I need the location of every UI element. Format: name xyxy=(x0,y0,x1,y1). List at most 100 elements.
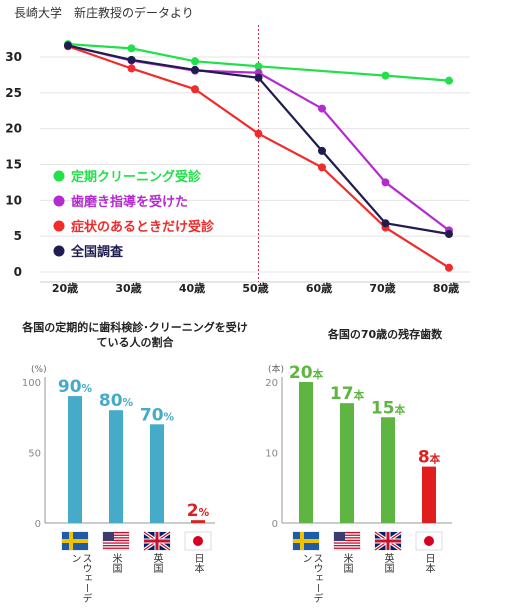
flag-canton xyxy=(334,532,345,541)
flag-sun xyxy=(193,536,203,546)
flag-stripe xyxy=(103,545,129,547)
bar-chart-1-bar xyxy=(150,424,164,523)
flag-stripe xyxy=(103,547,129,549)
bar-chart-1-value-label: 70% xyxy=(140,405,175,425)
bar-chart-1-value-label: 2% xyxy=(187,501,210,521)
bar-chart-1-value-label: 90% xyxy=(58,377,93,397)
flag-stripe xyxy=(103,532,129,534)
legend-marker-4 xyxy=(53,245,65,257)
bar-chart-1-bar xyxy=(68,396,82,523)
bar-chart-1-bar xyxy=(191,520,205,523)
flag-stripe xyxy=(334,545,360,547)
flag-stripe xyxy=(103,534,129,536)
bar-chart-2-value-label: 20本 xyxy=(289,363,324,383)
value-unit: 本 xyxy=(394,403,406,416)
bar-chart-2-category-label: 米国 xyxy=(341,553,352,573)
bar-chart-2-y-tick: 20 xyxy=(265,378,278,389)
bar-chart-2-bar xyxy=(381,417,395,523)
bar-chart-2-flag-japan-flag-icon xyxy=(415,531,443,551)
flag-stripe xyxy=(334,539,360,542)
bar-chart-2-y-tick: 0 xyxy=(272,519,278,530)
flag-stripe xyxy=(103,537,129,539)
bar-chart-2-y-tick: 10 xyxy=(265,449,278,460)
flag-cross-h xyxy=(293,539,319,543)
line-chart-y-tick: 25 xyxy=(5,86,22,100)
bar-chart-2-flag-usa-flag-icon xyxy=(333,531,361,551)
bar-chart-1-category-label: スウェーデン xyxy=(69,553,91,603)
line-series-3-point xyxy=(318,163,326,172)
line-series-1-point xyxy=(127,44,136,53)
value-number: 20 xyxy=(289,363,313,383)
bar-chart-1-y-tick: 50 xyxy=(28,449,41,460)
bar-chart-1-y-tick: 100 xyxy=(22,378,41,389)
bar-chart-1-category-label: 英国 xyxy=(151,553,162,573)
flag-stripe xyxy=(334,537,360,539)
bar-chart-2-category-label: 日本 xyxy=(423,553,434,573)
line-chart-x-tick: 70歳 xyxy=(369,281,395,295)
line-chart-y-tick: 30 xyxy=(5,50,22,64)
line-chart-y-tick: 15 xyxy=(5,158,22,172)
line-chart-x-tick: 50歳 xyxy=(242,281,268,295)
line-series-3-point xyxy=(254,129,263,138)
flag-cross-h-red xyxy=(375,539,401,543)
value-number: 15 xyxy=(371,398,395,418)
bar-chart-1-category-label: 米国 xyxy=(110,553,121,573)
line-series-4-point xyxy=(191,65,199,74)
legend-label-4: 全国調査 xyxy=(70,244,124,260)
source-note: 長崎大学 新庄教授のデータより xyxy=(14,6,194,20)
flag-stripe xyxy=(334,534,360,536)
line-series-1-point xyxy=(254,62,263,71)
bar-chart-1-bar xyxy=(109,410,123,523)
line-chart-y-tick: 10 xyxy=(5,193,22,207)
line-chart-y-tick: 20 xyxy=(5,122,22,136)
line-series-3-point xyxy=(445,263,453,272)
legend-marker-2 xyxy=(53,195,65,207)
flag-cross-h-red xyxy=(144,539,170,543)
flag-stripe xyxy=(334,532,360,534)
flag-stripe xyxy=(103,542,129,544)
bar-chart-2-title: 各国の70歳の残存歯数 xyxy=(327,328,443,341)
bar-chart-1-value-label: 80% xyxy=(99,391,134,411)
bar-chart-2-bar xyxy=(340,403,354,523)
bar-chart-1-flag-usa-flag-icon xyxy=(102,531,130,551)
bar-chart-2-category-label: スウェーデン xyxy=(300,553,322,603)
flag-stripe xyxy=(334,542,360,544)
flag-sun xyxy=(424,536,434,546)
line-series-1-point xyxy=(381,71,390,80)
line-chart-x-tick: 60歳 xyxy=(306,281,332,295)
bar-chart-2-value-label: 8本 xyxy=(418,448,441,468)
value-unit: 本 xyxy=(429,453,441,466)
bar-chart-2-flag-sweden-flag-icon xyxy=(292,531,320,551)
line-series-4-point xyxy=(254,73,263,82)
bar-chart-2-bar xyxy=(299,382,313,523)
bar-chart-2-value-label: 15本 xyxy=(371,398,406,418)
bar-chart-1-category-label: 日本 xyxy=(192,553,203,573)
bar-chart-2-bar xyxy=(422,466,436,523)
value-unit: % xyxy=(199,507,210,519)
bar-chart-1-unit-label: (%) xyxy=(31,365,47,375)
bar-chart-2-category-label: 英国 xyxy=(382,553,393,573)
bar-chart-1-y-tick: 0 xyxy=(35,519,41,530)
legend-label-2: 歯磨き指導を受けた xyxy=(71,194,188,210)
value-number: 17 xyxy=(330,384,354,404)
value-unit: % xyxy=(123,397,134,409)
line-series-1-point xyxy=(445,76,453,85)
legend-marker-1 xyxy=(53,170,65,182)
legend-label-3: 症状のあるときだけ受診 xyxy=(71,219,215,235)
line-series-4-point xyxy=(445,230,453,239)
line-chart-x-tick: 80歳 xyxy=(433,281,459,295)
line-chart-y-tick: 5 xyxy=(14,229,22,243)
line-chart-x-tick: 30歳 xyxy=(115,281,141,295)
line-chart-x-tick: 20歳 xyxy=(52,281,78,295)
value-unit: 本 xyxy=(353,389,365,402)
line-chart-y-tick: 0 xyxy=(14,265,22,279)
line-series-4-point xyxy=(318,146,326,155)
value-unit: 本 xyxy=(312,368,324,381)
bar-chart-2-unit-label: (本) xyxy=(268,363,284,375)
value-number: 2 xyxy=(187,501,199,521)
flag-stripe xyxy=(334,547,360,549)
line-series-1-point xyxy=(191,57,199,66)
bar-chart-1-flag-uk-flag-icon xyxy=(143,530,171,552)
bar-chart-1-flag-japan-flag-icon xyxy=(184,531,212,551)
